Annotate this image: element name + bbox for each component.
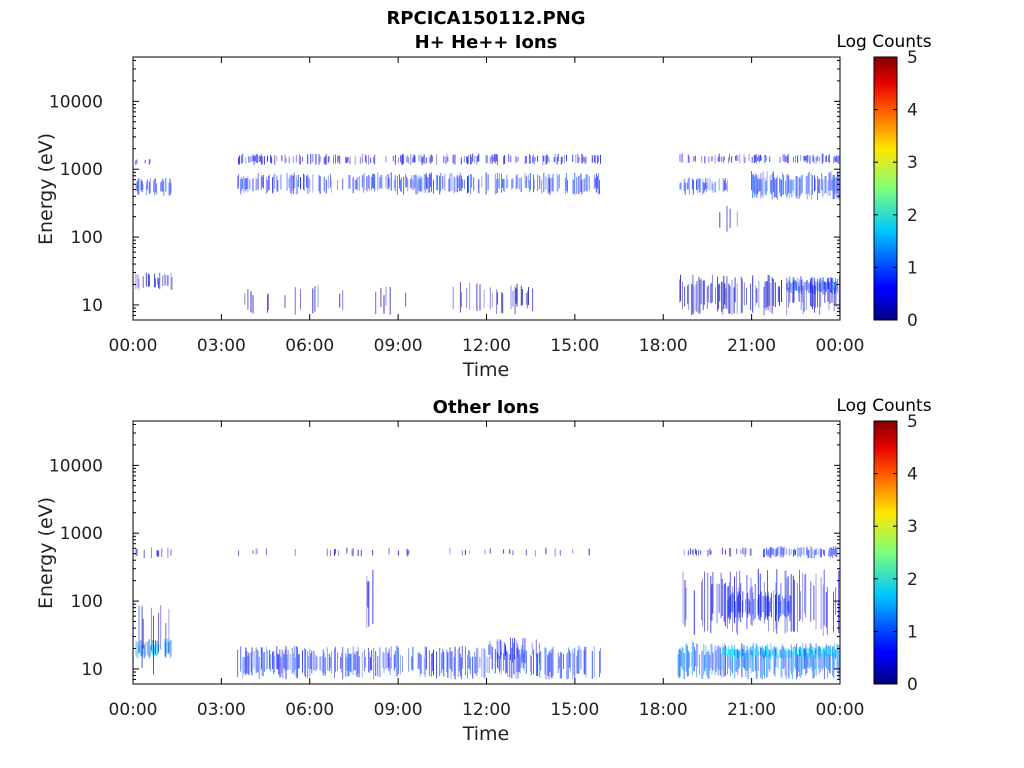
x-tick-label: 06:00: [285, 336, 334, 356]
colorbar-tick-label: 1: [907, 258, 918, 278]
colorbar-gradient: [873, 420, 898, 685]
x-tick-label: 18:00: [639, 336, 688, 356]
axes: 00:00 03:00 06:00 09:00 12:00 15:00 18:00 21:00…: [49, 56, 865, 356]
x-tick-label: 06:00: [285, 700, 334, 720]
colorbar-tick-label: 4: [907, 465, 918, 485]
colorbar-label: Log Counts: [836, 32, 931, 52]
chart-title: Other Ions: [433, 397, 540, 418]
x-tick-label: 12:00: [462, 336, 511, 356]
chart-title-line-1: RPCICA150112.PNG: [386, 8, 585, 29]
colorbar: 0 1 2 3 4 5: [873, 412, 918, 695]
colorbar-tick-label: 0: [907, 311, 918, 331]
x-tick-label: 09:00: [374, 700, 423, 720]
y-tick-label: 10: [81, 296, 103, 316]
y-tick-label: 10: [81, 660, 103, 680]
colorbar-tick-label: 5: [907, 48, 918, 68]
colorbar-tick-label: 3: [907, 153, 918, 173]
x-tick-label: 21:00: [727, 700, 776, 720]
spectrogram-plot-area: [135, 546, 841, 680]
colorbar-tick-label: 5: [907, 412, 918, 432]
y-axis-label: Energy (eV): [35, 497, 57, 609]
chart-title-line-2: H+ He++ Ions: [415, 32, 558, 53]
spectrogram-plot-area: [135, 153, 841, 316]
x-tick-label: 03:00: [197, 700, 246, 720]
colorbar-tick-label: 3: [907, 517, 918, 537]
x-tick-label: 15:00: [550, 700, 599, 720]
h-he-ions-panel: RPCICA150112.PNG H+ He++ Ions 00:00 03:00…: [35, 8, 932, 381]
x-tick-label: 00:00: [109, 700, 158, 720]
axes: 00:00 03:00 06:00 09:00 12:00 15:00 18:00 21:00…: [49, 420, 865, 720]
x-axis-label: Time: [462, 723, 510, 745]
colorbar-tick-label: 4: [907, 101, 918, 121]
x-tick-label: 00:00: [816, 700, 865, 720]
colorbar-tick-label: 1: [907, 622, 918, 642]
other-ions-panel: Other Ions 00:00 03:00 06:00 09:00 12:00 15:0…: [35, 396, 932, 745]
colorbar-gradient: [873, 56, 898, 321]
y-tick-label: 10000: [49, 456, 103, 476]
y-tick-label: 1000: [60, 524, 103, 544]
colorbar-tick-label: 0: [907, 675, 918, 695]
x-tick-label: 00:00: [109, 336, 158, 356]
colorbar: 0 1 2 3 4 5: [873, 48, 918, 331]
colorbar-label: Log Counts: [836, 396, 931, 416]
x-tick-label: 12:00: [462, 700, 511, 720]
y-axis-label: Energy (eV): [35, 133, 57, 245]
x-axis-label: Time: [462, 359, 510, 381]
x-tick-label: 03:00: [197, 336, 246, 356]
colorbar-tick-label: 2: [907, 206, 918, 226]
x-tick-label: 21:00: [727, 336, 776, 356]
x-tick-label: 15:00: [550, 336, 599, 356]
y-tick-label: 100: [71, 592, 103, 612]
y-tick-label: 100: [71, 228, 103, 248]
x-tick-label: 09:00: [374, 336, 423, 356]
y-tick-label: 1000: [60, 160, 103, 180]
colorbar-tick-label: 2: [907, 570, 918, 590]
y-tick-label: 10000: [49, 92, 103, 112]
x-tick-label: 00:00: [816, 336, 865, 356]
x-tick-label: 18:00: [639, 700, 688, 720]
